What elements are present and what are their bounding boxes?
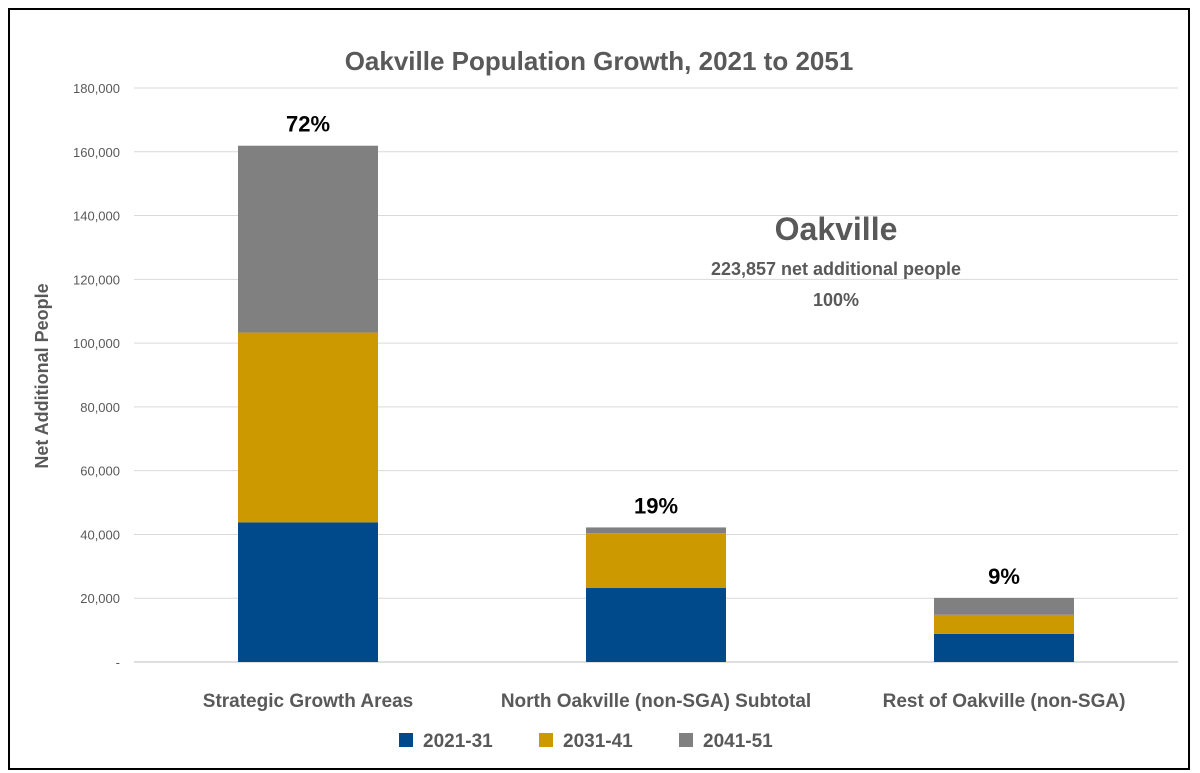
y-tick-label: 80,000 <box>80 400 120 415</box>
y-tick-label: 20,000 <box>80 591 120 606</box>
data-label: 9% <box>988 564 1020 589</box>
bar-segment <box>586 588 726 662</box>
legend-label: 2031-41 <box>563 731 633 752</box>
data-labels: 72% 19% 9% <box>286 112 1020 589</box>
annotation-line2: 100% <box>813 290 859 310</box>
y-axis-label: Net Additional People <box>32 283 52 468</box>
annotation-title: Oakville <box>775 211 898 247</box>
legend-swatch <box>539 733 553 747</box>
bar-segment <box>238 522 378 662</box>
y-tick-label: - <box>116 655 120 670</box>
chart-title: Oakville Population Growth, 2021 to 2051 <box>345 46 854 76</box>
chart-svg: Oakville Population Growth, 2021 to 2051… <box>32 46 1178 752</box>
bar-segment <box>934 597 1074 615</box>
y-tick-label: 120,000 <box>73 272 120 287</box>
bar-segment <box>238 332 378 523</box>
bar-segment <box>238 145 378 333</box>
bar-segment <box>586 533 726 589</box>
y-tick-label: 60,000 <box>80 464 120 479</box>
chart-frame: Oakville Population Growth, 2021 to 2051… <box>8 8 1190 770</box>
bar-segment <box>934 633 1074 662</box>
bars <box>238 145 1074 662</box>
legend-label: 2021-31 <box>423 731 493 752</box>
legend: 2021-31 2031-41 2041-51 <box>399 731 773 752</box>
data-label: 19% <box>634 493 678 518</box>
legend-swatch <box>399 733 413 747</box>
legend-label: 2041-51 <box>703 731 773 752</box>
data-label: 72% <box>286 112 330 137</box>
y-tick-label: 140,000 <box>73 209 120 224</box>
y-tick-label: 160,000 <box>73 145 120 160</box>
x-tick-label: North Oakville (non-SGA) Subtotal <box>501 691 811 712</box>
x-tick-label: Strategic Growth Areas <box>203 691 413 712</box>
y-tick-label: 100,000 <box>73 336 120 351</box>
y-tick-label: 40,000 <box>80 527 120 542</box>
bar-segment <box>586 527 726 534</box>
bar-segment <box>934 614 1074 634</box>
x-tick-label: Rest of Oakville (non-SGA) <box>883 691 1126 712</box>
legend-swatch <box>679 733 693 747</box>
total-annotation: Oakville 223,857 net additional people 1… <box>711 211 961 310</box>
x-tick-labels: Strategic Growth Areas North Oakville (no… <box>203 691 1126 712</box>
annotation-line1: 223,857 net additional people <box>711 259 961 279</box>
y-tick-label: 180,000 <box>73 81 120 96</box>
y-tick-labels: - 20,000 40,000 60,000 80,000 100,000 120,000 1… <box>73 81 120 670</box>
